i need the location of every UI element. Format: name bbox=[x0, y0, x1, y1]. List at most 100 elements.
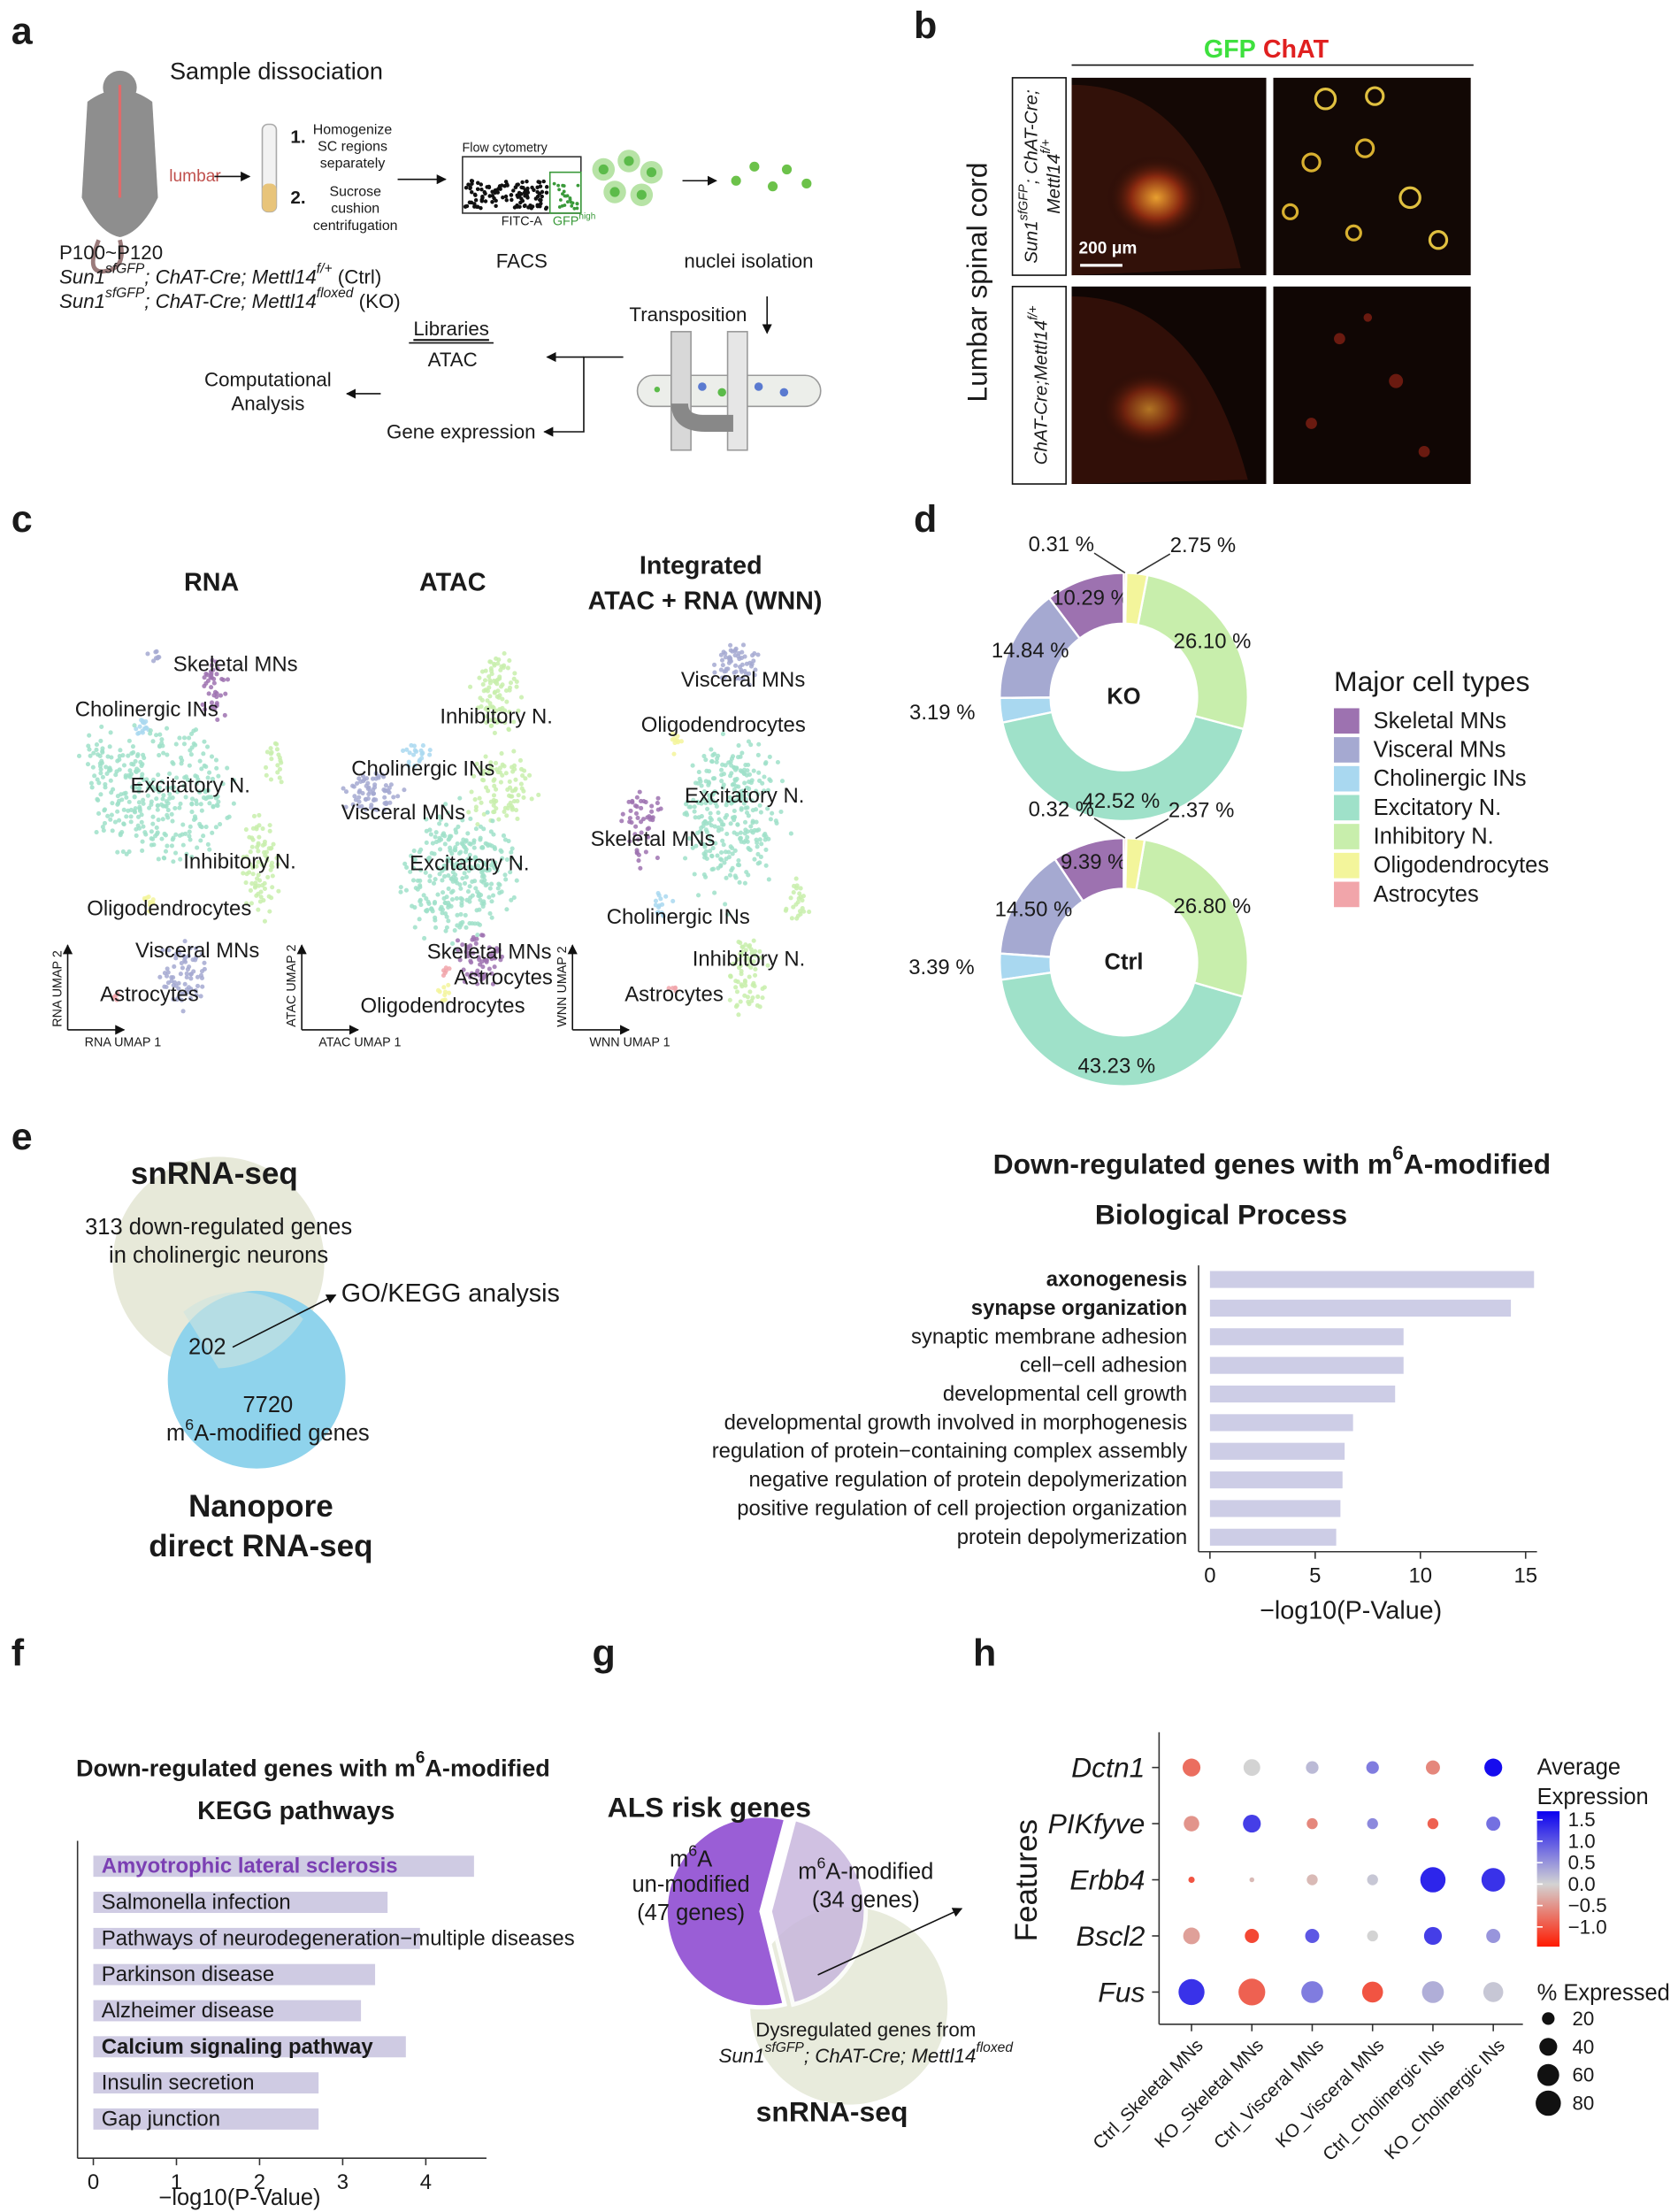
umap-point bbox=[254, 825, 259, 830]
flow-dot bbox=[469, 200, 474, 205]
dot bbox=[1367, 1817, 1378, 1830]
text: Sun1 bbox=[59, 265, 105, 288]
umap-point bbox=[157, 752, 162, 758]
umap-point bbox=[164, 799, 169, 804]
value-label: 3.39 % bbox=[908, 956, 974, 979]
umap-point bbox=[716, 810, 721, 816]
umap-point bbox=[726, 855, 732, 860]
umap-title: RNA bbox=[184, 569, 239, 597]
umap-point bbox=[742, 780, 747, 786]
umap-point bbox=[179, 991, 184, 996]
umap-point bbox=[110, 828, 115, 833]
umap-point bbox=[199, 766, 204, 772]
umap-point bbox=[231, 778, 237, 783]
umap-point bbox=[85, 762, 91, 767]
umap-point bbox=[199, 825, 204, 830]
umap-point bbox=[435, 987, 441, 993]
umap-point bbox=[709, 867, 715, 872]
umap-point bbox=[165, 785, 170, 790]
umap-point bbox=[714, 803, 719, 809]
dot bbox=[1427, 1817, 1439, 1830]
flow-dot bbox=[492, 196, 496, 201]
umap-point bbox=[722, 674, 727, 680]
umap-point bbox=[364, 776, 370, 781]
umap-point bbox=[222, 712, 227, 718]
tissue bbox=[1071, 84, 1449, 484]
umap-point bbox=[135, 814, 142, 819]
umap-point bbox=[670, 898, 676, 903]
umap-point bbox=[747, 786, 752, 792]
umap-point bbox=[182, 939, 188, 944]
umap-point bbox=[650, 815, 655, 820]
umap-point bbox=[150, 658, 157, 664]
flow-dot bbox=[561, 183, 565, 188]
umap-point bbox=[494, 798, 499, 804]
umap-point bbox=[107, 765, 112, 771]
umap-point bbox=[444, 925, 449, 930]
umap-point bbox=[215, 666, 220, 672]
umap-point bbox=[730, 865, 735, 871]
umap-point bbox=[154, 733, 159, 738]
umap-point bbox=[201, 833, 206, 839]
umap-point bbox=[180, 822, 186, 827]
flow-dot bbox=[470, 179, 475, 183]
umap-point bbox=[136, 826, 142, 831]
umap-point bbox=[762, 774, 767, 780]
x-tick-label: Ctrl_Visceral MNs bbox=[1210, 2035, 1328, 2153]
umap-point bbox=[401, 748, 406, 753]
umap-point bbox=[409, 853, 414, 858]
umap-point bbox=[262, 886, 268, 891]
umap-point bbox=[756, 827, 762, 833]
flow-dot bbox=[511, 188, 516, 193]
umap-point bbox=[735, 793, 740, 798]
umap-point bbox=[198, 838, 203, 843]
size-key bbox=[1542, 2012, 1555, 2025]
umap-point bbox=[467, 974, 473, 979]
umap-point bbox=[635, 815, 640, 821]
category-label: Insulin secretion bbox=[102, 2071, 255, 2095]
umap-point bbox=[791, 889, 796, 895]
umap-point bbox=[475, 981, 480, 987]
umap-point bbox=[766, 877, 771, 882]
umap-point bbox=[628, 808, 633, 813]
umap-point bbox=[471, 845, 477, 850]
umap-point bbox=[409, 742, 414, 748]
umap-point bbox=[734, 676, 739, 681]
legend-label: Cholinergic INs bbox=[1374, 766, 1527, 791]
umap-point bbox=[103, 764, 109, 770]
umap-point bbox=[157, 785, 162, 790]
umap-point bbox=[256, 872, 261, 878]
legend-swatch bbox=[1334, 708, 1360, 734]
umap-point bbox=[748, 742, 754, 748]
umap-point bbox=[473, 886, 479, 891]
flow-dot bbox=[494, 204, 498, 209]
text: A-modified bbox=[1404, 1148, 1551, 1179]
tube-fill bbox=[262, 183, 277, 212]
umap-point bbox=[739, 662, 745, 667]
umap-point bbox=[797, 909, 803, 914]
umap-point bbox=[419, 756, 425, 761]
umap-point bbox=[708, 849, 713, 854]
flow-dot bbox=[572, 206, 577, 211]
umap-point bbox=[243, 826, 249, 833]
umap-point bbox=[748, 964, 754, 970]
dot bbox=[1301, 1981, 1323, 2003]
legend-swatch bbox=[1334, 795, 1360, 821]
slice-value: (34 genes) bbox=[812, 1887, 920, 1912]
umap-point bbox=[186, 989, 191, 995]
umap-point bbox=[638, 865, 643, 871]
umap-point bbox=[211, 804, 216, 810]
umap-point bbox=[132, 795, 137, 800]
umap-point bbox=[514, 807, 519, 813]
umap-point bbox=[703, 801, 709, 806]
umap-point bbox=[475, 705, 481, 710]
umap-point bbox=[447, 966, 452, 972]
umap-point bbox=[639, 830, 644, 835]
umap-point bbox=[117, 818, 122, 823]
flow-dot bbox=[525, 196, 530, 200]
umap-point bbox=[702, 819, 708, 825]
umap-point bbox=[368, 805, 374, 810]
umap-point bbox=[140, 839, 145, 844]
umap-point bbox=[765, 806, 770, 811]
umap-point bbox=[140, 730, 145, 735]
